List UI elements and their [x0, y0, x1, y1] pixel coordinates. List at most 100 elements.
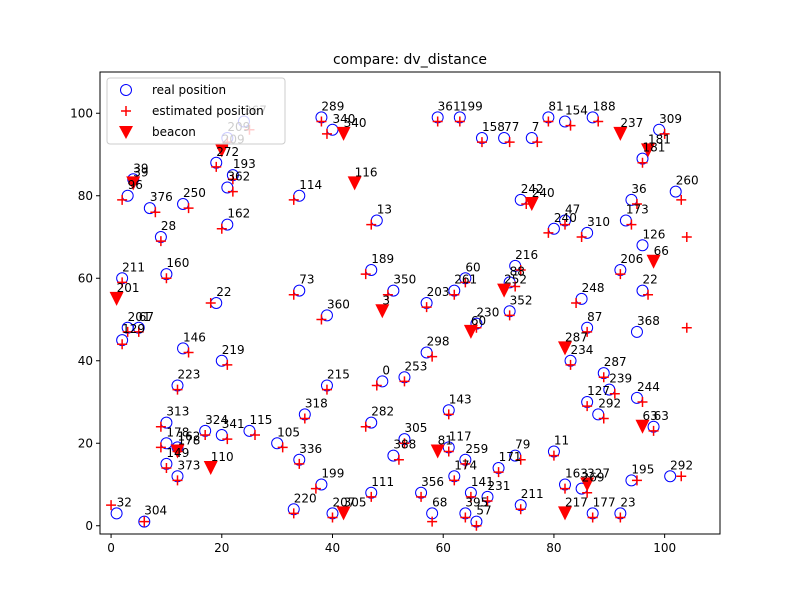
beacon-marker [497, 283, 512, 298]
estimated-position-marker [321, 128, 332, 139]
node-id-label: 230 [476, 306, 499, 320]
estimated-position-marker [122, 326, 133, 337]
estimated-position-marker [443, 409, 454, 420]
estimated-position-marker [460, 277, 471, 288]
estimated-position-marker [316, 116, 327, 127]
node-id-label: 73 [299, 273, 314, 287]
real-position-marker [630, 325, 643, 338]
estimated-position-marker [222, 434, 233, 445]
legend-circle-icon [120, 84, 132, 96]
node-id-label: 350 [393, 273, 416, 287]
node-id-label: 361 [438, 99, 461, 113]
x-tick-label: 80 [546, 541, 561, 555]
node-id-label: 352 [510, 293, 533, 307]
node-id-label: 261 [454, 273, 477, 287]
beacon-marker [635, 419, 650, 434]
legend-triangle-icon [119, 126, 133, 139]
estimated-position-marker [560, 219, 570, 230]
node-id-label: 111 [371, 475, 394, 489]
estimated-position-marker [449, 475, 460, 486]
estimated-position-marker [626, 219, 637, 230]
real-position-marker [664, 470, 677, 483]
estimated-position-marker [155, 442, 166, 453]
node-id-label: 292 [670, 458, 693, 472]
estimated-position-marker [216, 223, 227, 234]
beacon-marker [646, 254, 661, 269]
estimated-position-marker [676, 194, 687, 205]
node-id-label: 13 [377, 203, 392, 217]
node-id-label: 116 [355, 165, 378, 179]
estimated-position-marker [183, 203, 194, 214]
node-id-label: 313 [166, 405, 189, 419]
beacon-marker [336, 126, 351, 141]
real-position-marker [138, 515, 151, 528]
estimated-position-marker [460, 458, 471, 469]
node-id-label: 32 [117, 495, 132, 509]
estimated-position-marker [288, 508, 299, 519]
chart-title: compare: dv_distance [333, 52, 487, 68]
y-tick-label: 20 [78, 436, 93, 450]
estimated-position-marker [277, 442, 288, 453]
beacon-marker [336, 506, 351, 521]
node-id-label: 178 [166, 425, 189, 439]
estimated-position-marker [310, 483, 321, 494]
beacon-marker [126, 176, 141, 191]
estimated-position-marker [681, 322, 692, 333]
estimated-position-marker [427, 516, 438, 527]
node-id-label: 39 [133, 165, 148, 179]
node-id-label: 309 [659, 112, 682, 126]
node-id-label: 162 [227, 207, 250, 221]
beacon-marker [375, 304, 390, 319]
estimated-position-marker [565, 359, 576, 370]
beacon-marker [347, 176, 362, 191]
estimated-position-marker [631, 199, 642, 209]
estimated-position-marker [443, 446, 454, 457]
y-tick-label: 80 [78, 189, 93, 203]
node-id-label: 173 [626, 203, 649, 217]
estimated-position-marker [643, 289, 654, 300]
estimated-position-marker [598, 372, 609, 383]
node-id-label: 146 [183, 330, 206, 344]
estimated-position-marker [676, 471, 687, 482]
estimated-position-marker [371, 380, 382, 391]
beacon-marker [214, 143, 229, 158]
beacon-marker [558, 506, 572, 521]
node-id-label: 81 [548, 99, 563, 113]
node-id-label: 199 [321, 467, 344, 481]
x-tick-label: 60 [436, 541, 451, 555]
node-id-label: 87 [587, 310, 602, 324]
estimated-position-marker [294, 458, 305, 469]
node-id-label: 310 [587, 215, 610, 229]
beacon-marker [558, 341, 572, 356]
node-id-label: 110 [211, 450, 234, 464]
node-id-label: 60 [471, 314, 486, 328]
node-id-label: 239 [609, 372, 632, 386]
x-tick-label: 40 [325, 541, 340, 555]
node-id-label: 60 [465, 260, 480, 274]
estimated-position-marker [543, 227, 554, 238]
estimated-position-marker [515, 454, 526, 465]
estimated-position-marker [211, 161, 222, 172]
estimated-position-marker [598, 413, 609, 424]
estimated-position-marker [366, 491, 377, 502]
estimated-position-marker [399, 438, 410, 449]
estimated-position-marker [288, 194, 299, 205]
estimated-position-marker [493, 467, 504, 478]
estimated-position-marker [565, 120, 576, 131]
node-id-label: 216 [515, 248, 538, 262]
beacon-marker [641, 143, 656, 158]
node-id-label: 244 [637, 380, 660, 394]
y-tick-label: 40 [78, 354, 93, 368]
estimated-position-marker [183, 347, 194, 358]
node-id-label: 81 [438, 434, 453, 448]
node-id-label: 117 [449, 429, 472, 443]
estimated-position-marker [117, 339, 128, 350]
node-id-label: 47 [565, 203, 580, 217]
beacon-marker [170, 444, 185, 459]
legend: real position estimated position beacon [106, 77, 286, 145]
node-id-label: 23 [620, 495, 635, 509]
node-id-label: 181 [643, 141, 666, 155]
estimated-position-marker [427, 351, 438, 362]
